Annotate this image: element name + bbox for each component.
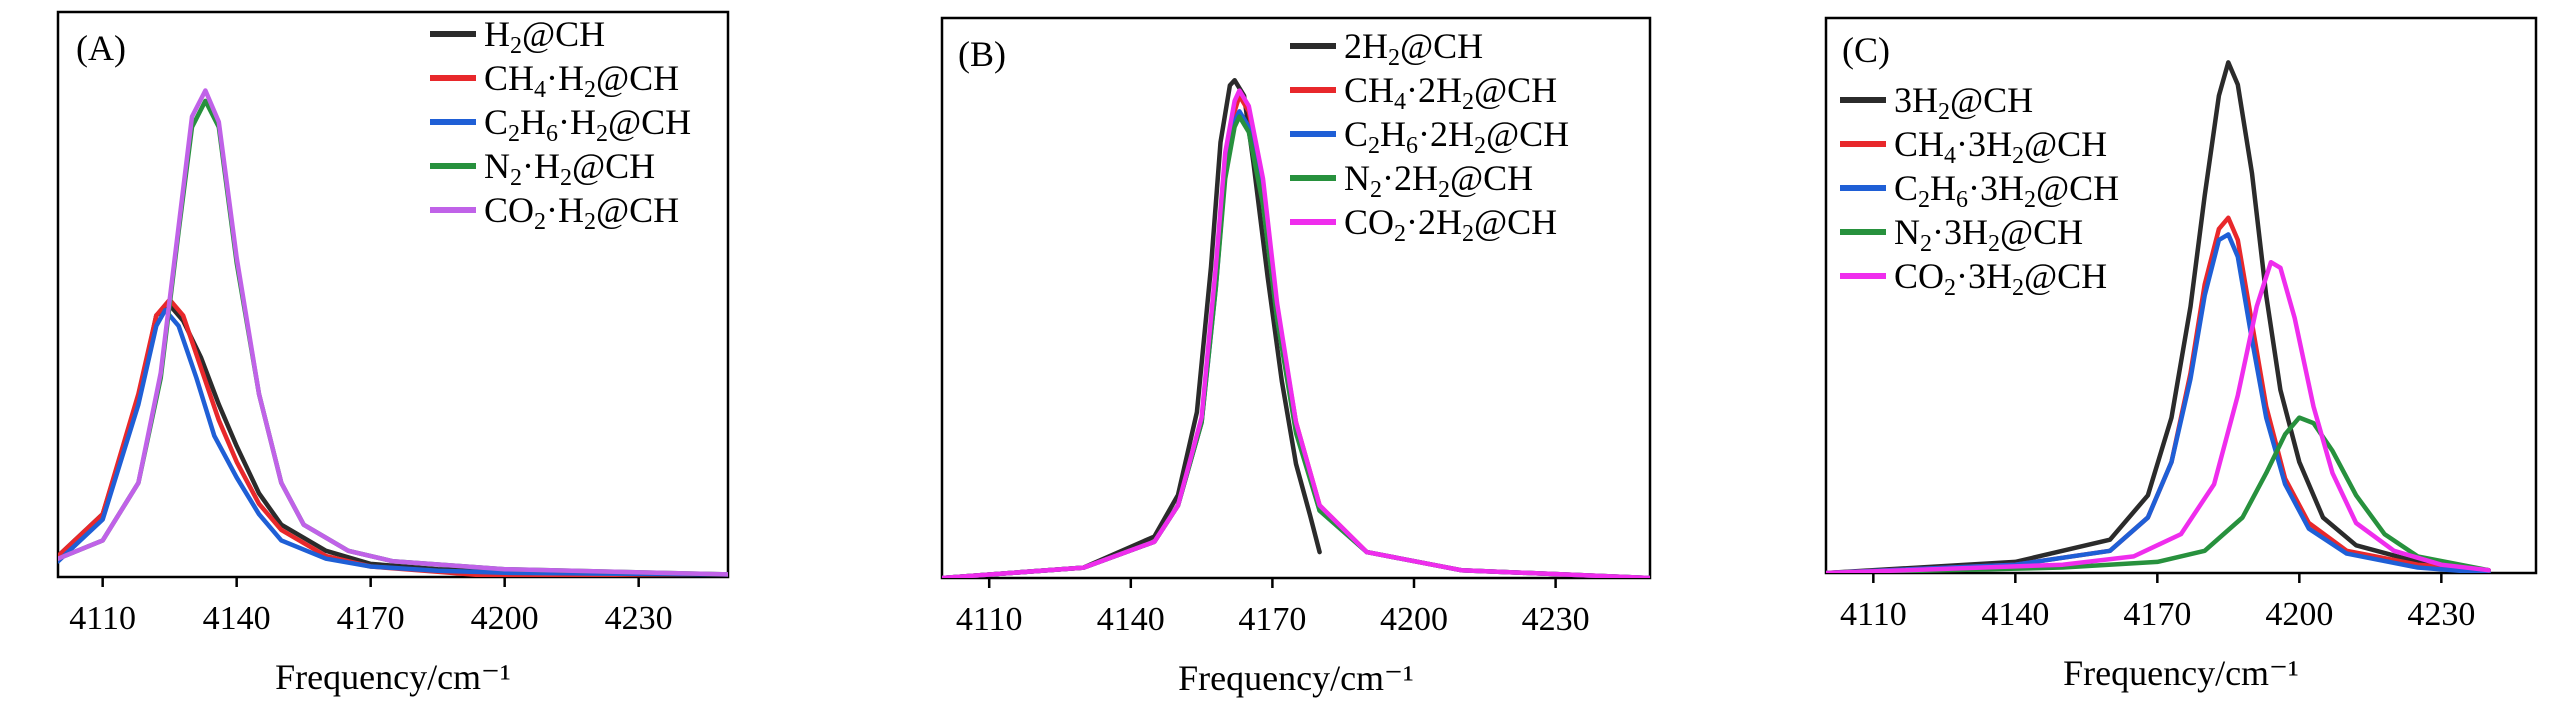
legend-entry: C2H6·H2@CH: [484, 102, 691, 147]
legend-entry: N2·H2@CH: [484, 146, 655, 191]
series-line: [58, 307, 728, 577]
x-tick-label: 4140: [203, 600, 271, 637]
legend-entry: H2@CH: [484, 14, 605, 59]
x-tick-label: 4170: [337, 600, 405, 637]
plot-frame: [1824, 16, 2538, 575]
series-line: [942, 93, 1650, 578]
x-tick-label: 4110: [1840, 596, 1907, 633]
series-line: [1826, 232, 2491, 573]
legend-entry: CH4·2H2@CH: [1344, 70, 1557, 115]
x-tick-label: 4140: [1097, 601, 1165, 638]
series-line: [942, 114, 1650, 578]
series-line: [1826, 60, 2491, 573]
panel-label: (C): [1842, 30, 1890, 70]
chart-panel-2: (C) 4110 4140 4170 4200 4230 Frequency/cm⁻¹ 3H2…: [1824, 16, 2538, 693]
legend-entry: C2H6·3H2@CH: [1894, 168, 2119, 213]
x-axis-label: Frequency/cm⁻¹: [1178, 658, 1414, 698]
x-tick-label: 4170: [2123, 596, 2191, 633]
legend-entry: 2H2@CH: [1344, 26, 1483, 71]
chart-panel-1: (B) 4110 4140 4170 4200 4230 Frequency/cm⁻¹ 2H2…: [940, 16, 1652, 698]
x-tick-label: 4140: [1981, 596, 2049, 633]
series-line: [58, 297, 698, 577]
x-tick-label: 4110: [956, 601, 1023, 638]
series-line: [1826, 259, 2491, 573]
legend-entry: CH4·H2@CH: [484, 58, 679, 103]
series-line: [942, 88, 1650, 578]
x-tick-label: 4230: [605, 600, 673, 637]
chart-panel-0: (A) 4110 4140 4170 4200 4230 Frequency/cm⁻¹ H2@…: [56, 10, 730, 697]
x-tick-label: 4230: [1522, 601, 1590, 638]
x-tick-label: 4170: [1238, 601, 1306, 638]
legend-entry: CH4·3H2@CH: [1894, 124, 2107, 169]
x-tick-label: 4200: [1380, 601, 1448, 638]
legend-entry: CO2·3H2@CH: [1894, 256, 2107, 301]
legend-entry: N2·2H2@CH: [1344, 158, 1533, 203]
x-tick-label: 4110: [69, 600, 136, 637]
x-tick-label: 4200: [2265, 596, 2333, 633]
plot-frame: [940, 16, 1652, 580]
legend-entry: 3H2@CH: [1894, 80, 2033, 125]
series-line: [58, 302, 728, 577]
series-line: [942, 77, 1322, 578]
x-axis-label: Frequency/cm⁻¹: [2063, 653, 2299, 693]
series-line: [1826, 415, 2491, 573]
x-tick-label: 4230: [2407, 596, 2475, 633]
series-line: [58, 88, 728, 577]
x-axis-label: Frequency/cm⁻¹: [275, 657, 511, 697]
legend-entry: CO2·H2@CH: [484, 190, 679, 235]
x-tick-label: 4200: [471, 600, 539, 637]
panel-label: (B): [958, 34, 1006, 74]
legend-entry: C2H6·2H2@CH: [1344, 114, 1569, 159]
legend-entry: N2·3H2@CH: [1894, 212, 2083, 257]
panel-label: (A): [76, 28, 126, 68]
plot-frame: [56, 10, 730, 579]
legend-entry: CO2·2H2@CH: [1344, 202, 1557, 247]
series-line: [942, 109, 1650, 578]
